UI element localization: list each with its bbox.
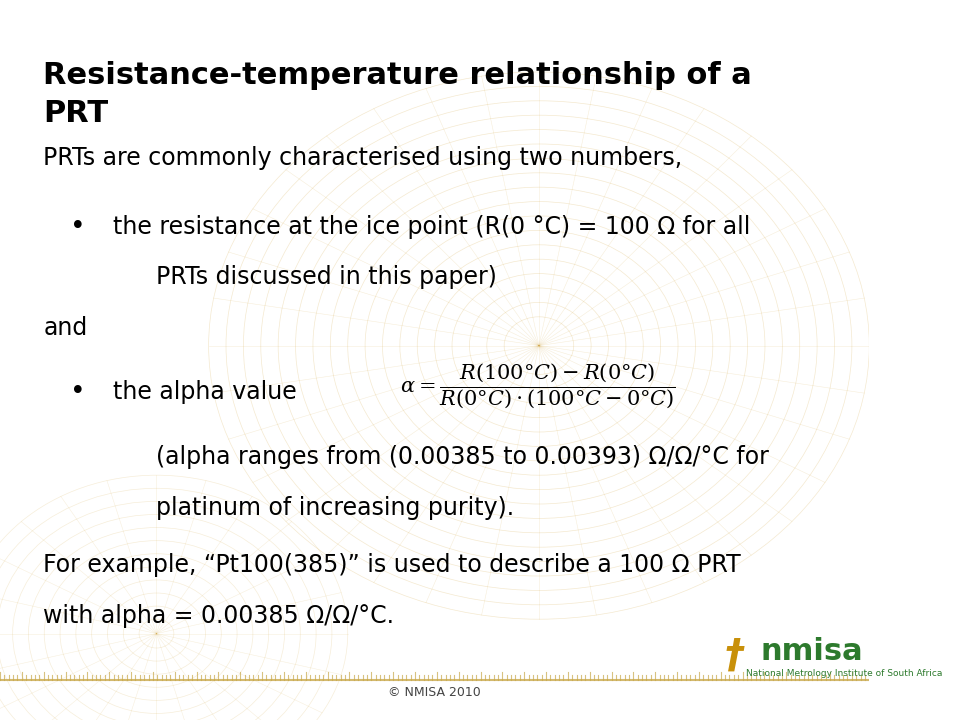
Text: For example, “Pt100(385)” is used to describe a 100 Ω PRT: For example, “Pt100(385)” is used to des… — [43, 553, 741, 577]
Text: PRT: PRT — [43, 99, 108, 128]
Text: •: • — [69, 214, 85, 240]
Text: © NMISA 2010: © NMISA 2010 — [388, 686, 481, 699]
Text: Resistance-temperature relationship of a: Resistance-temperature relationship of a — [43, 61, 753, 90]
Text: PRTs are commonly characterised using two numbers,: PRTs are commonly characterised using tw… — [43, 146, 683, 171]
Text: nmisa: nmisa — [760, 637, 863, 666]
Text: the alpha value: the alpha value — [113, 380, 297, 405]
Text: and: and — [43, 315, 87, 340]
Text: $\alpha = \dfrac{R(100°C) - R(0°C)}{R(0°C) \cdot (100°C - 0°C)}$: $\alpha = \dfrac{R(100°C) - R(0°C)}{R(0°… — [400, 361, 676, 410]
Text: the resistance at the ice point (R(0 °C) = 100 Ω for all: the resistance at the ice point (R(0 °C)… — [113, 215, 751, 239]
Text: National Metrology Institute of South Africa: National Metrology Institute of South Af… — [746, 669, 942, 678]
Text: with alpha = 0.00385 Ω/Ω/°C.: with alpha = 0.00385 Ω/Ω/°C. — [43, 603, 395, 628]
Text: platinum of increasing purity).: platinum of increasing purity). — [156, 495, 515, 520]
Text: •: • — [69, 379, 85, 405]
Text: PRTs discussed in this paper): PRTs discussed in this paper) — [156, 265, 497, 289]
Text: †: † — [725, 636, 744, 674]
Text: (alpha ranges from (0.00385 to 0.00393) Ω/Ω/°C for: (alpha ranges from (0.00385 to 0.00393) … — [156, 445, 769, 469]
